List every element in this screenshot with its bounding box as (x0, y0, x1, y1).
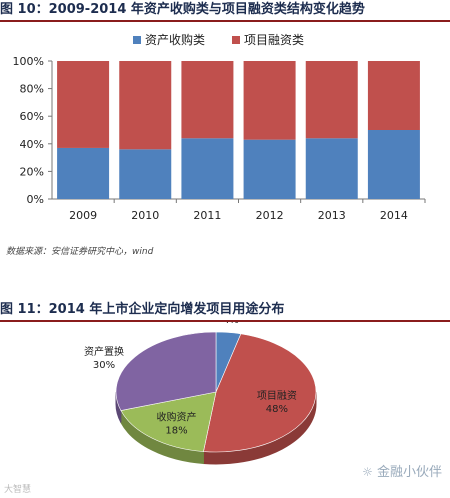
watermark-logo: 大智慧 (4, 485, 32, 495)
source-note: 数据来源：安信证券研究中心，wind (6, 247, 154, 257)
bar-segment (243, 61, 296, 140)
figure10-title: 图 10：2009-2014 年资产收购类与项目融资类结构变化趋势 (0, 0, 450, 22)
x-tick-label: 2014 (380, 209, 408, 222)
y-tick-label: 60% (20, 110, 44, 123)
bar-segment (57, 61, 110, 148)
pie-slice (203, 333, 317, 453)
legend-swatch (232, 36, 240, 44)
x-tick-label: 2009 (69, 209, 97, 222)
y-tick-label: 80% (20, 83, 44, 96)
x-tick-label: 2012 (256, 209, 284, 222)
bar-segment (243, 139, 296, 199)
y-tick-label: 100% (13, 55, 44, 68)
title-rule (0, 320, 450, 322)
bar-segment (119, 61, 172, 150)
figure11-title: 图 11：2014 年上市企业定向增发项目用途分布 (0, 300, 450, 322)
chat-icon: ☼ (362, 465, 373, 479)
bar-segment (305, 61, 358, 139)
bar-segment (181, 138, 234, 199)
pie-slice-value: 4% (223, 322, 239, 326)
x-tick-label: 2013 (318, 209, 346, 222)
bar-segment (119, 149, 172, 199)
bar-legend: 资产收购类 项目融资类 (133, 32, 304, 47)
pie-slice (115, 331, 217, 411)
pie-slice-label: 资产置换 (84, 345, 124, 358)
y-tick-label: 20% (20, 165, 44, 178)
bar-segment (57, 147, 110, 199)
pie-marks (115, 331, 317, 465)
bar-axes: 0% 20% 40% 60% 80% 100% 2009 2010 2011 2012 2013 20… (13, 55, 426, 222)
bar-segment (367, 130, 420, 199)
brand-watermark: ☼ 金融小伙伴 (362, 461, 442, 480)
figure11-title-text: 图 11：2014 年上市企业定向增发项目用途分布 (0, 302, 285, 317)
brand-text: 金融小伙伴 (376, 465, 442, 480)
legend-swatch (133, 36, 141, 44)
legend-label: 资产收购类 (145, 32, 205, 47)
pie-slice-label: 项目融资 (257, 390, 297, 402)
y-tick-label: 40% (20, 138, 44, 151)
stacked-bar-chart: 资产收购类 项目融资类 0% 20% 40% 60% 80% 100% 2009 2010 201… (13, 32, 426, 222)
legend-label: 项目融资类 (244, 33, 304, 47)
x-tick-label: 2011 (193, 209, 221, 222)
bar-segment (181, 61, 234, 139)
x-tick-label: 2010 (131, 209, 159, 222)
bar-marks (57, 61, 420, 199)
bar-segment (305, 138, 358, 199)
pie-slice (120, 391, 217, 452)
pie-slice-value: 30% (93, 360, 115, 371)
title-rule (0, 20, 450, 22)
pie-slice-value: 48% (266, 404, 288, 415)
figure10-title-text: 图 10：2009-2014 年资产收购类与项目融资类结构变化趋势 (0, 2, 365, 17)
y-tick-label: 0% (27, 193, 44, 206)
pie-slice-value: 18% (165, 426, 187, 437)
bar-segment (367, 61, 420, 130)
pie-slice-label: 收购资产 (156, 411, 196, 424)
